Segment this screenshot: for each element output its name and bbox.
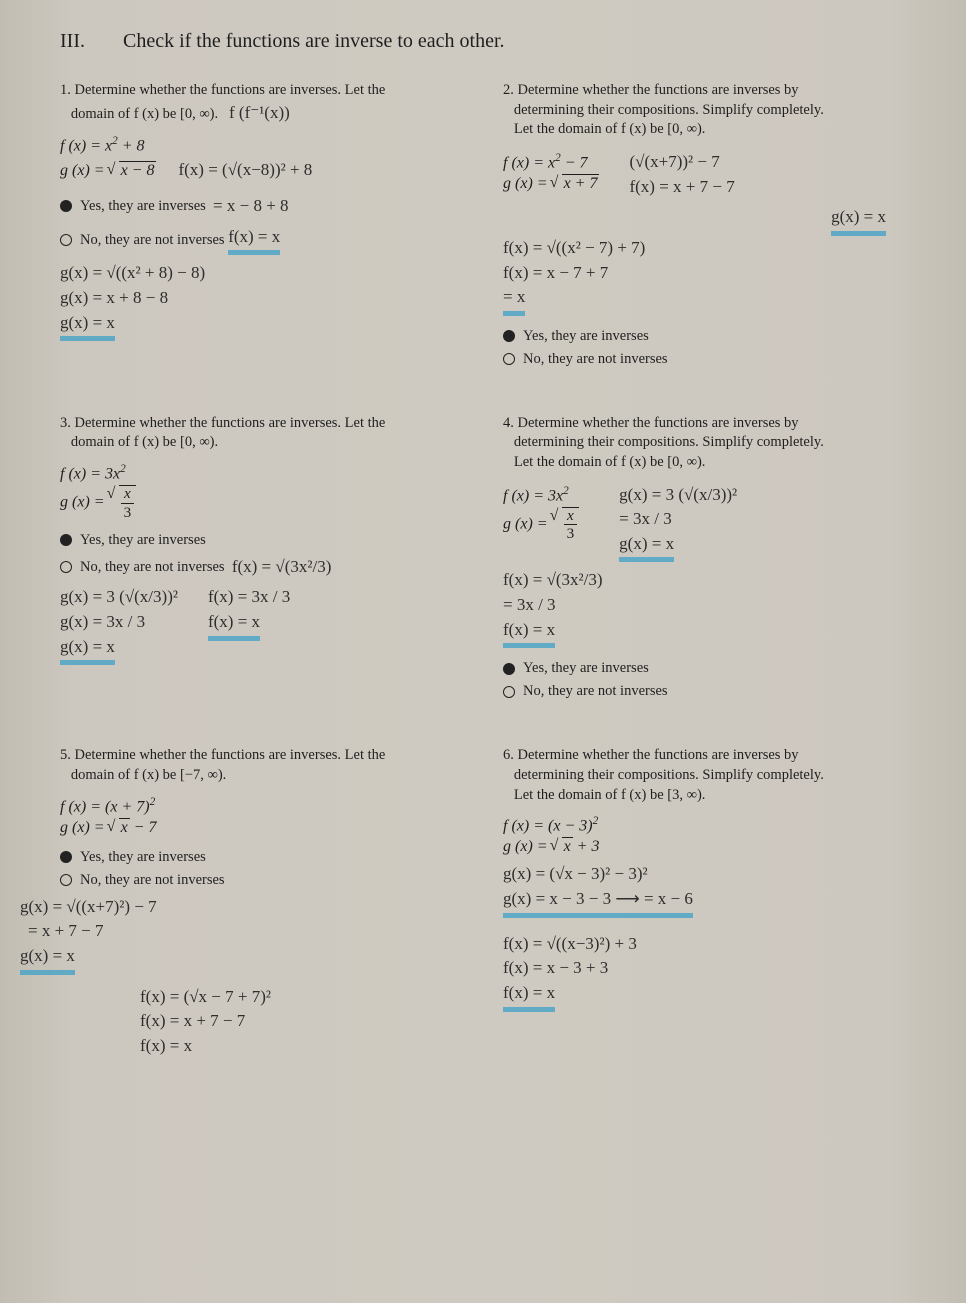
problem-prompt: 3. Determine whether the functions are i…	[60, 414, 473, 453]
problem-3: 3. Determine whether the functions are i…	[60, 414, 473, 707]
option-no[interactable]: No, they are not inverses f(x) = x	[60, 225, 473, 256]
answer-options: Yes, they are inverses No, they are not …	[503, 660, 916, 700]
option-yes[interactable]: Yes, they are inverses = x − 8 + 8	[60, 194, 473, 219]
handwritten-work: g(x) = x f(x) = √((x² − 7) + 7) f(x) = x…	[503, 205, 916, 316]
option-no[interactable]: No, they are not inverses f(x) = √(3x²/3…	[60, 555, 473, 580]
formula-g: g (x) = x − 7	[60, 818, 473, 837]
section-title-text: Check if the functions are inverse to ea…	[123, 30, 505, 52]
handwritten-note: f (f⁻¹(x))	[229, 103, 290, 122]
problem-prompt: 5. Determine whether the functions are i…	[60, 746, 473, 785]
formula-g: g (x) = x3	[503, 507, 579, 541]
answer-options: Yes, they are inverses No, they are not …	[60, 532, 473, 580]
problem-number: 2.	[503, 82, 514, 98]
radio-icon	[60, 874, 72, 886]
option-yes[interactable]: Yes, they are inverses	[503, 660, 916, 677]
answer-options: Yes, they are inverses No, they are not …	[60, 849, 473, 889]
radio-icon	[60, 200, 72, 212]
problem-number: 3.	[60, 415, 71, 431]
handwritten-work: g(x) = (√x − 3)² − 3)² g(x) = x − 3 − 3 …	[503, 862, 916, 1011]
problem-prompt: 6. Determine whether the functions are i…	[503, 746, 916, 805]
radio-icon	[503, 663, 515, 675]
answer-options: Yes, they are inverses = x − 8 + 8 No, t…	[60, 194, 473, 255]
radio-icon	[60, 534, 72, 546]
radio-icon	[503, 353, 515, 365]
option-yes[interactable]: Yes, they are inverses	[60, 849, 473, 866]
hand-line: f(x) = (√(x−8))² + 8	[178, 158, 312, 183]
formula-f: f (x) = x2 − 7	[503, 152, 599, 172]
handwritten-work: g(x) = 3 (√(x/3))² g(x) = 3x / 3 g(x) = …	[60, 585, 473, 665]
worksheet-page: III. Check if the functions are inverse …	[0, 0, 966, 1303]
formula-f: f (x) = x2 + 8	[60, 135, 473, 155]
handwritten-work: f(x) = √(3x²/3) = 3x / 3 f(x) = x	[503, 568, 916, 648]
radio-icon	[60, 561, 72, 573]
section-header: III. Check if the functions are inverse …	[60, 30, 916, 53]
problem-2: 2. Determine whether the functions are i…	[503, 81, 916, 374]
problem-number: 6.	[503, 747, 514, 763]
formula-g: g (x) = x3	[60, 485, 473, 519]
hand-column: g(x) = 3 (√(x/3))² = 3x / 3 g(x) = x	[619, 483, 737, 563]
formula-f: f (x) = (x − 3)2	[503, 815, 916, 835]
radio-icon	[503, 686, 515, 698]
radio-icon	[60, 234, 72, 246]
option-no[interactable]: No, they are not inverses	[503, 351, 916, 368]
formula-f: f (x) = (x + 7)2	[60, 796, 473, 816]
hand-line: (√(x+7))² − 7 f(x) = x + 7 − 7	[629, 150, 734, 199]
problem-1: 1. Determine whether the functions are i…	[60, 81, 473, 374]
problem-4: 4. Determine whether the functions are i…	[503, 414, 916, 707]
option-yes[interactable]: Yes, they are inverses	[503, 328, 916, 345]
handwritten-work: g(x) = √((x² + 8) − 8) g(x) = x + 8 − 8 …	[60, 261, 473, 341]
radio-icon	[503, 330, 515, 342]
problem-prompt: 1. Determine whether the functions are i…	[60, 81, 473, 125]
problems-grid: 1. Determine whether the functions are i…	[60, 81, 916, 1059]
handwritten-work: g(x) = √((x+7)²) − 7 = x + 7 − 7 g(x) = …	[20, 895, 473, 1059]
section-roman: III.	[60, 30, 118, 53]
problem-number: 5.	[60, 747, 71, 763]
radio-icon	[60, 851, 72, 863]
problem-number: 4.	[503, 415, 514, 431]
formula-g: g (x) = x + 3	[503, 837, 916, 856]
option-no[interactable]: No, they are not inverses	[60, 872, 473, 889]
formula-f: f (x) = 3x2	[503, 485, 579, 505]
problem-prompt: 2. Determine whether the functions are i…	[503, 81, 916, 140]
formula-g: g (x) = x − 8	[60, 161, 156, 180]
formula-g: g (x) = x + 7	[503, 174, 599, 193]
option-no[interactable]: No, they are not inverses	[503, 683, 916, 700]
option-yes[interactable]: Yes, they are inverses	[60, 532, 473, 549]
answer-options: Yes, they are inverses No, they are not …	[503, 328, 916, 368]
problem-6: 6. Determine whether the functions are i…	[503, 746, 916, 1058]
problem-prompt: 4. Determine whether the functions are i…	[503, 414, 916, 473]
problem-number: 1.	[60, 82, 71, 98]
problem-5: 5. Determine whether the functions are i…	[60, 746, 473, 1058]
formula-f: f (x) = 3x2	[60, 463, 473, 483]
